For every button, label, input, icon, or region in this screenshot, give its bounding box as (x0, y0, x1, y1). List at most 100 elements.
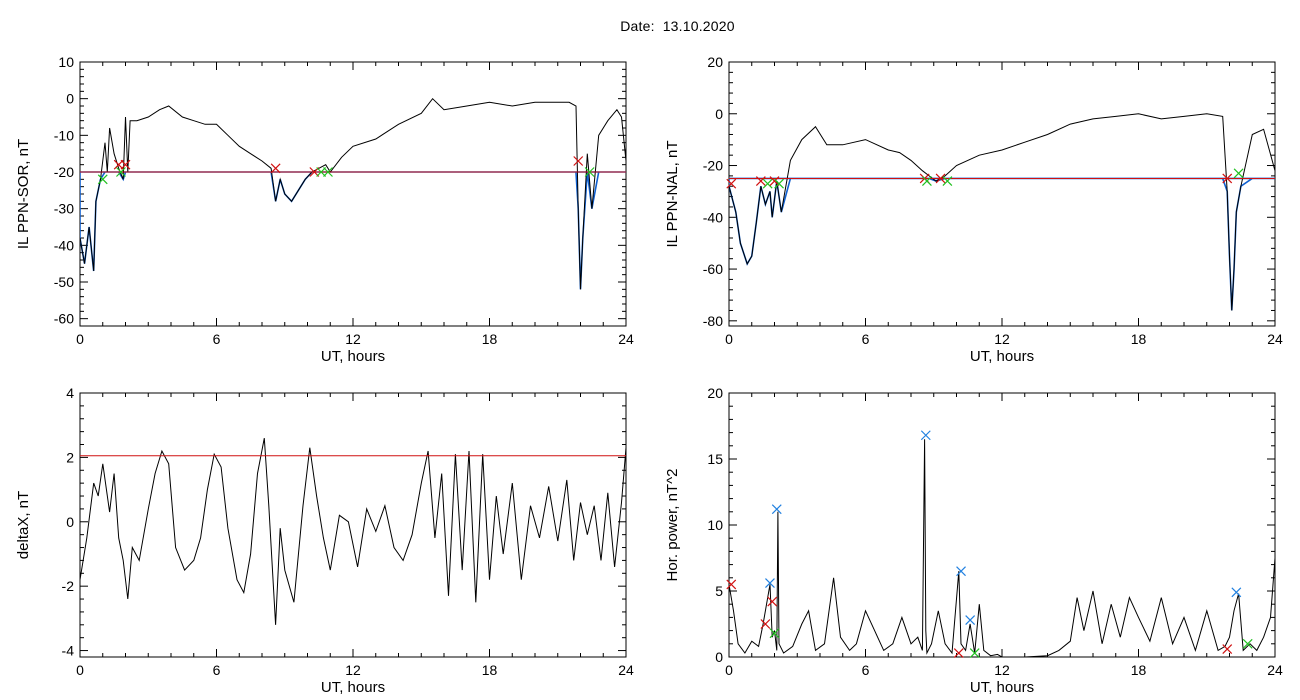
marker-stroke (762, 178, 773, 189)
x-tick-label: 0 (725, 662, 733, 678)
event-marker-green (942, 176, 953, 186)
y-axis-label: IL PPN-SOR, nT (15, 139, 32, 249)
marker-stroke (765, 578, 775, 589)
y-tick-label: 4 (66, 385, 74, 401)
y-tick-label: 0 (66, 91, 74, 107)
marker-stroke (942, 176, 953, 186)
plot-frame (79, 61, 627, 327)
event-marker-green (922, 176, 932, 186)
series-line (729, 439, 1275, 657)
event-marker-blue (1231, 587, 1242, 598)
y-tick-label: -10 (54, 127, 74, 143)
plot-frame (79, 392, 627, 658)
marker-stroke (584, 167, 595, 177)
date-label: Date: (620, 18, 655, 34)
x-axis-label: UT, hours (970, 679, 1034, 696)
marker-stroke (769, 628, 780, 639)
y-tick-label: 10 (707, 517, 723, 533)
x-tick-label: 24 (1267, 662, 1283, 678)
marker-stroke (116, 167, 126, 177)
event-marker-green (1233, 168, 1244, 179)
y-tick-label: -40 (703, 209, 723, 225)
marker-stroke (767, 596, 778, 607)
event-marker-blue (771, 504, 782, 515)
marker-stroke (935, 173, 946, 184)
y-tick-label: 10 (58, 54, 74, 70)
event-marker-blue (920, 430, 931, 441)
y-tick-label: 15 (707, 451, 723, 467)
y-tick-label: 20 (707, 54, 723, 70)
x-tick-label: 18 (482, 662, 498, 678)
series-line (729, 113, 1275, 311)
x-tick-label: 18 (482, 331, 498, 347)
event-marker-green (584, 167, 595, 177)
plot-frame (728, 61, 1276, 327)
y-tick-label: 0 (66, 514, 74, 530)
y-tick-label: -20 (703, 158, 723, 174)
x-tick-label: 0 (76, 331, 84, 347)
y-tick-label: -20 (54, 164, 74, 180)
y-tick-label: -50 (54, 274, 74, 290)
marker-stroke (920, 430, 931, 441)
x-tick-label: 24 (618, 662, 634, 678)
marker-stroke (1233, 168, 1244, 179)
marker-stroke (760, 619, 771, 629)
x-tick-label: 6 (213, 662, 221, 678)
y-tick-label: -2 (62, 578, 75, 594)
event-marker-green (762, 178, 773, 189)
event-marker-green (116, 167, 126, 177)
y-tick-label: 5 (715, 583, 723, 599)
marker-stroke (1231, 587, 1242, 598)
y-tick-label: -4 (62, 643, 75, 659)
x-tick-label: 18 (1131, 662, 1147, 678)
marker-stroke (573, 156, 584, 166)
x-tick-label: 0 (76, 662, 84, 678)
event-marker-red (769, 176, 780, 186)
marker-stroke (97, 174, 108, 185)
marker-stroke (755, 176, 766, 186)
trace-group (729, 439, 1275, 657)
y-tick-label: 2 (66, 449, 74, 465)
trace-group (80, 438, 626, 625)
marker-stroke (956, 566, 966, 577)
x-tick-label: 24 (618, 331, 634, 347)
plot-frame (728, 392, 1276, 658)
panel-ppn-sor: 0 6 12 18 24 10 0 -10 -20 -30 -40 -50 -60 UT, hours IL… (15, 54, 634, 365)
x-axis-label: UT, hours (321, 348, 385, 365)
x-tick-label: 6 (862, 662, 870, 678)
marker-stroke (965, 615, 976, 625)
series-line (80, 438, 626, 625)
x-tick-label: 12 (994, 331, 1010, 347)
marker-stroke (771, 504, 782, 515)
event-marker-green (1242, 638, 1253, 649)
x-tick-label: 12 (994, 662, 1010, 678)
x-tick-label: 12 (345, 662, 361, 678)
figure-title: Date: 13.10.2020 (0, 18, 1300, 34)
y-tick-label: 20 (707, 385, 723, 401)
event-marker-red (573, 156, 584, 166)
event-marker-blue (765, 578, 775, 589)
x-tick-label: 12 (345, 331, 361, 347)
marker-stroke (726, 579, 737, 590)
event-marker-red (270, 163, 281, 174)
marker-stroke (270, 163, 281, 174)
event-marker-red (953, 648, 964, 658)
event-marker-red (1222, 173, 1233, 184)
event-marker-red (1222, 644, 1233, 655)
marker-stroke (922, 176, 932, 186)
event-marker-green (969, 648, 980, 658)
marker-stroke (1242, 638, 1253, 649)
y-axis-label: IL PPN-NAL, nT (664, 141, 681, 248)
event-marker-red (726, 579, 737, 590)
y-tick-label: -60 (54, 311, 74, 327)
marker-stroke (323, 167, 333, 177)
event-marker-red (935, 173, 946, 184)
marker-stroke (769, 176, 780, 186)
event-marker-blue (956, 566, 966, 577)
x-tick-label: 24 (1267, 331, 1283, 347)
y-tick-label: -30 (54, 201, 74, 217)
event-marker-green (97, 174, 108, 185)
trace-group (80, 97, 626, 290)
marker-stroke (120, 159, 131, 170)
